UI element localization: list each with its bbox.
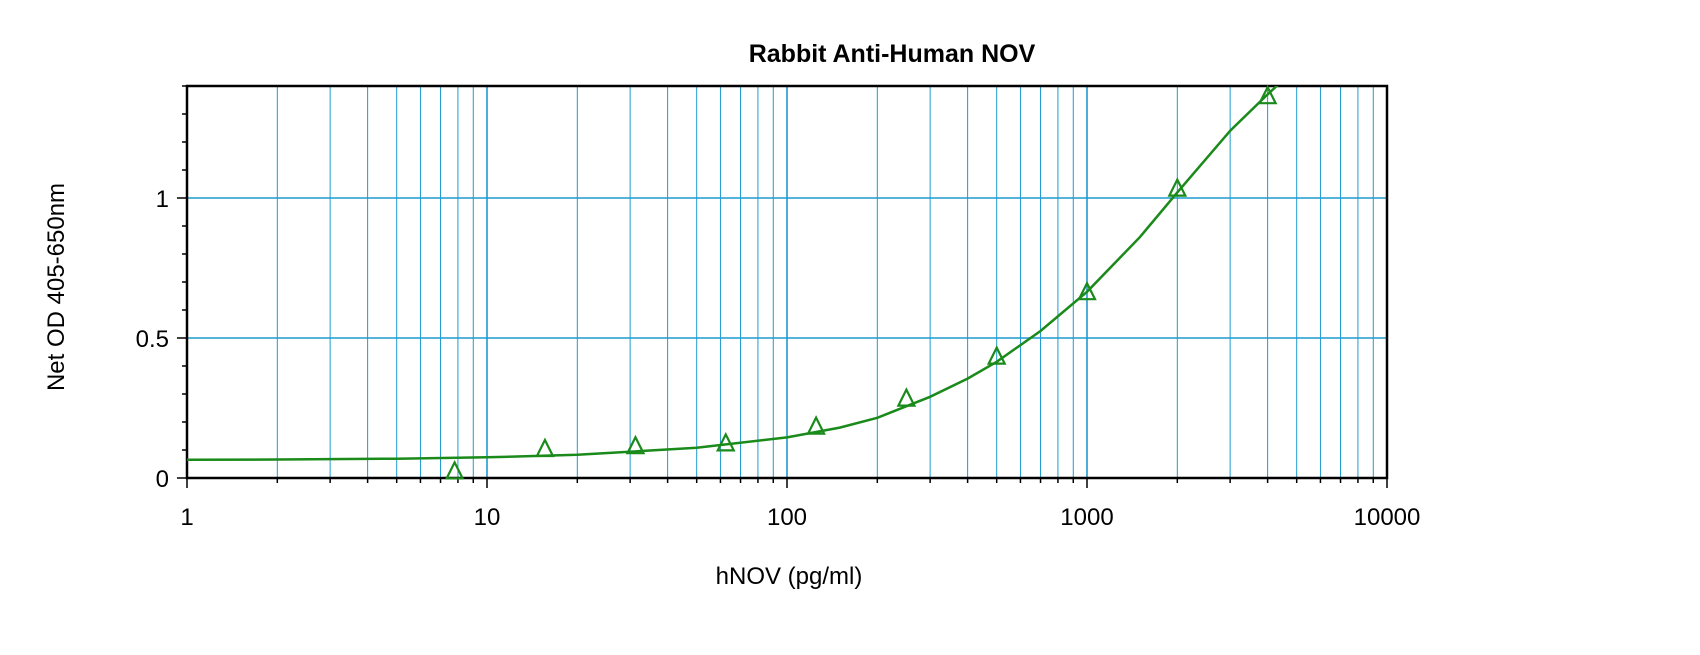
data-point (444, 459, 465, 480)
grid-lines (187, 86, 1387, 478)
data-point (1077, 280, 1097, 301)
axes (177, 84, 1389, 488)
data-point (806, 415, 826, 435)
data-points (444, 84, 1278, 480)
y-tick-label: 0 (156, 466, 169, 493)
x-tick-label: 1000 (1060, 504, 1113, 531)
fit-curve-group (187, 86, 1279, 462)
x-tick-label: 1 (180, 504, 193, 531)
tick-labels: 1 10 100 1000 10000 0 0.5 1 (136, 186, 1421, 531)
x-tick-label: 10000 (1354, 504, 1421, 531)
x-tick-label: 100 (767, 504, 807, 531)
data-point (535, 437, 555, 458)
chart-title: Rabbit Anti-Human NOV (749, 40, 1036, 68)
data-point (1167, 177, 1188, 197)
data-point (625, 434, 646, 455)
data-point (715, 431, 736, 452)
fit-curve (187, 86, 1279, 462)
y-axis-label: Net OD 405-650nm (43, 183, 70, 391)
y-tick-label: 1 (156, 186, 169, 213)
data-point (986, 345, 1007, 365)
y-tick-label: 0.5 (136, 326, 169, 353)
data-point (896, 387, 917, 407)
data-point (1257, 84, 1278, 105)
x-axis-label: hNOV (pg/ml) (716, 563, 863, 590)
x-tick-label: 10 (474, 504, 501, 531)
